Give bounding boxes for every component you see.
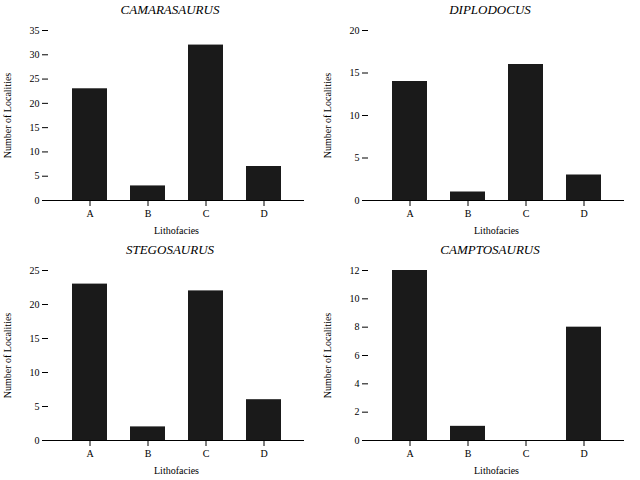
svg-text:Lithofacies: Lithofacies	[474, 225, 519, 236]
svg-text:0: 0	[355, 195, 360, 206]
svg-text:12: 12	[350, 265, 360, 276]
svg-text:C: C	[523, 448, 530, 459]
svg-text:2: 2	[355, 406, 360, 417]
svg-text:Number of Localities: Number of Localities	[2, 313, 13, 399]
svg-text:30: 30	[30, 49, 40, 60]
svg-text:0: 0	[35, 435, 40, 446]
svg-text:D: D	[580, 208, 587, 219]
svg-text:C: C	[203, 448, 210, 459]
svg-text:C: C	[203, 208, 210, 219]
svg-text:A: A	[406, 448, 414, 459]
html-text:STEGOSAURUS: STEGOSAURUS	[125, 242, 214, 257]
svg-text:4: 4	[355, 378, 360, 389]
svg-text:10: 10	[350, 293, 360, 304]
svg-text:15: 15	[30, 333, 40, 344]
svg-text:5: 5	[35, 170, 40, 181]
svg-text:20: 20	[30, 299, 40, 310]
svg-text:A: A	[86, 208, 94, 219]
html-text:CAMARASAURUS: CAMARASAURUS	[120, 2, 220, 17]
svg-text:5: 5	[355, 152, 360, 163]
html-text:CAMPTOSAURUS: CAMPTOSAURUS	[440, 242, 540, 257]
svg-text:10: 10	[350, 110, 360, 121]
svg-text:10: 10	[30, 367, 40, 378]
svg-text:B: B	[145, 448, 152, 459]
html-text:DIPLODOCUS: DIPLODOCUS	[449, 2, 531, 17]
svg-text:Number of Localities: Number of Localities	[2, 73, 13, 159]
svg-text:10: 10	[30, 146, 40, 157]
svg-text:0: 0	[355, 435, 360, 446]
svg-text:D: D	[580, 448, 587, 459]
svg-text:20: 20	[350, 25, 360, 36]
svg-text:D: D	[260, 208, 267, 219]
svg-text:B: B	[465, 448, 472, 459]
svg-text:Lithofacies: Lithofacies	[154, 465, 199, 476]
svg-text:5: 5	[35, 401, 40, 412]
svg-text:35: 35	[30, 25, 40, 36]
svg-text:8: 8	[355, 321, 360, 332]
svg-text:25: 25	[30, 265, 40, 276]
svg-text:B: B	[465, 208, 472, 219]
svg-text:Number of Localities: Number of Localities	[322, 73, 333, 159]
svg-text:15: 15	[30, 122, 40, 133]
svg-text:D: D	[260, 448, 267, 459]
svg-text:20: 20	[30, 98, 40, 109]
svg-text:25: 25	[30, 73, 40, 84]
svg-text:15: 15	[350, 67, 360, 78]
svg-text:Lithofacies: Lithofacies	[154, 225, 199, 236]
svg-text:A: A	[406, 208, 414, 219]
svg-text:6: 6	[355, 350, 360, 361]
svg-text:B: B	[145, 208, 152, 219]
svg-text:Lithofacies: Lithofacies	[474, 465, 519, 476]
svg-text:C: C	[523, 208, 530, 219]
svg-text:A: A	[86, 448, 94, 459]
svg-text:Number of Localities: Number of Localities	[322, 313, 333, 399]
svg-text:0: 0	[35, 195, 40, 206]
